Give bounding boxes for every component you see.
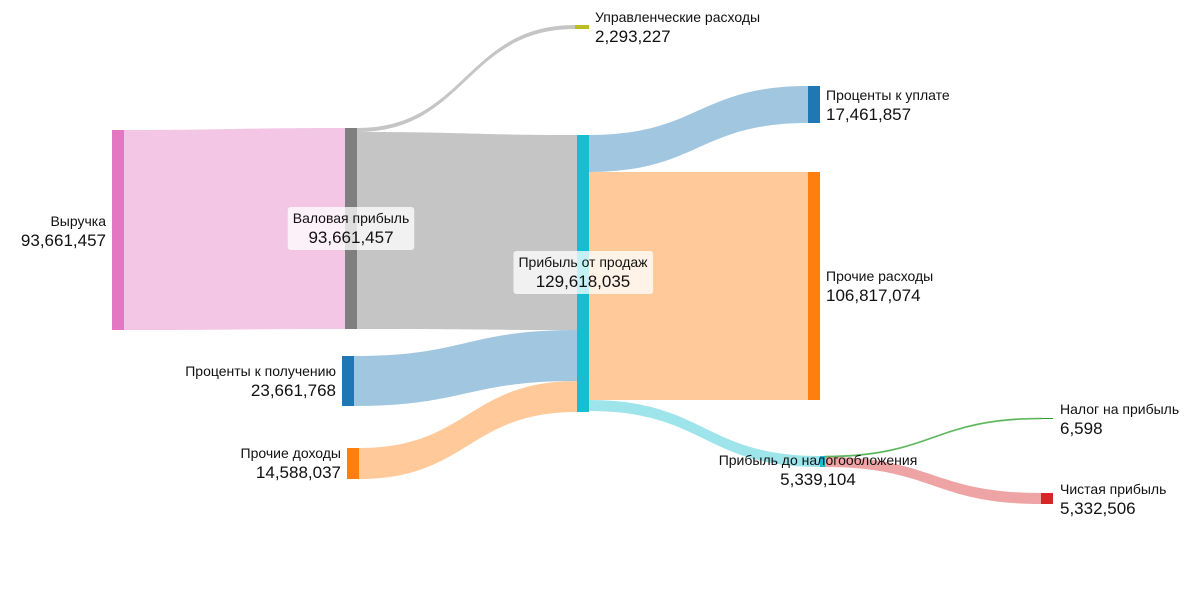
node-label-admin: Управленческие расходы 2,293,227	[595, 9, 760, 46]
node-label-net: Чистая прибыль 5,332,506	[1060, 481, 1166, 518]
node-value-revenue: 93,661,457	[21, 231, 106, 250]
node-bar-interest_out	[808, 86, 820, 123]
link-sales-to-interest_out	[589, 86, 808, 172]
node-value-pbt: 5,339,104	[780, 470, 856, 489]
node-label-interest_out: Проценты к уплате 17,461,857	[826, 87, 950, 124]
link-revenue-to-gross	[124, 128, 345, 330]
node-label-tax: Налог на прибыль 6,598	[1060, 401, 1179, 438]
node-bar-other_in	[347, 448, 359, 479]
node-value-interest_out: 17,461,857	[826, 105, 911, 124]
node-value-admin: 2,293,227	[595, 27, 671, 46]
link-interest_in-to-sales	[354, 330, 577, 406]
node-label-interest_in: Проценты к получению 23,661,768	[185, 363, 336, 400]
node-name-gross: Валовая прибыль	[293, 210, 410, 226]
node-label-other_in: Прочие доходы 14,588,037	[241, 445, 341, 482]
node-name-tax: Налог на прибыль	[1060, 401, 1179, 417]
node-name-interest_out: Проценты к уплате	[826, 87, 950, 103]
link-sales-to-pbt	[589, 400, 820, 467]
node-bar-tax	[1041, 418, 1053, 419]
node-value-interest_in: 23,661,768	[251, 381, 336, 400]
node-label-revenue: Выручка 93,661,457	[21, 213, 106, 250]
link-pbt-to-net	[825, 457, 1041, 504]
links-layer	[124, 25, 1042, 504]
node-name-other_in: Прочие доходы	[241, 445, 341, 461]
node-bar-net	[1041, 493, 1053, 504]
node-name-net: Чистая прибыль	[1060, 481, 1166, 497]
link-sales-to-other_out	[589, 172, 808, 400]
node-name-revenue: Выручка	[50, 213, 106, 229]
node-bar-admin	[575, 25, 589, 29]
node-value-other_out: 106,817,074	[826, 286, 921, 305]
node-name-sales: Прибыль от продаж	[518, 254, 648, 270]
node-label-pbt: Прибыль до налогообложения 5,339,104	[719, 452, 918, 489]
node-name-interest_in: Проценты к получению	[185, 363, 336, 379]
node-name-pbt: Прибыль до налогообложения	[719, 452, 918, 468]
node-value-other_in: 14,588,037	[256, 463, 341, 482]
link-gross-to-admin	[357, 25, 575, 132]
node-label-sales: Прибыль от продаж 129,618,035	[513, 251, 654, 294]
node-label-gross: Валовая прибыль 93,661,457	[287, 207, 415, 250]
node-value-gross: 93,661,457	[308, 228, 393, 247]
node-bar-pbt	[820, 456, 825, 467]
node-bar-revenue	[112, 130, 124, 330]
node-value-sales: 129,618,035	[536, 272, 631, 291]
node-bar-other_out	[808, 172, 820, 400]
node-value-tax: 6,598	[1060, 419, 1103, 438]
node-value-net: 5,332,506	[1060, 499, 1136, 518]
node-name-other_out: Прочие расходы	[826, 268, 933, 284]
node-label-background	[513, 251, 654, 294]
node-bar-interest_in	[342, 356, 354, 406]
node-label-other_out: Прочие расходы 106,817,074	[826, 268, 933, 305]
labels-layer: Выручка 93,661,457 Валовая прибыль 93,661,4…	[21, 9, 1179, 518]
node-label-background	[287, 207, 415, 250]
link-other_in-to-sales	[359, 381, 577, 479]
node-name-admin: Управленческие расходы	[595, 9, 760, 25]
